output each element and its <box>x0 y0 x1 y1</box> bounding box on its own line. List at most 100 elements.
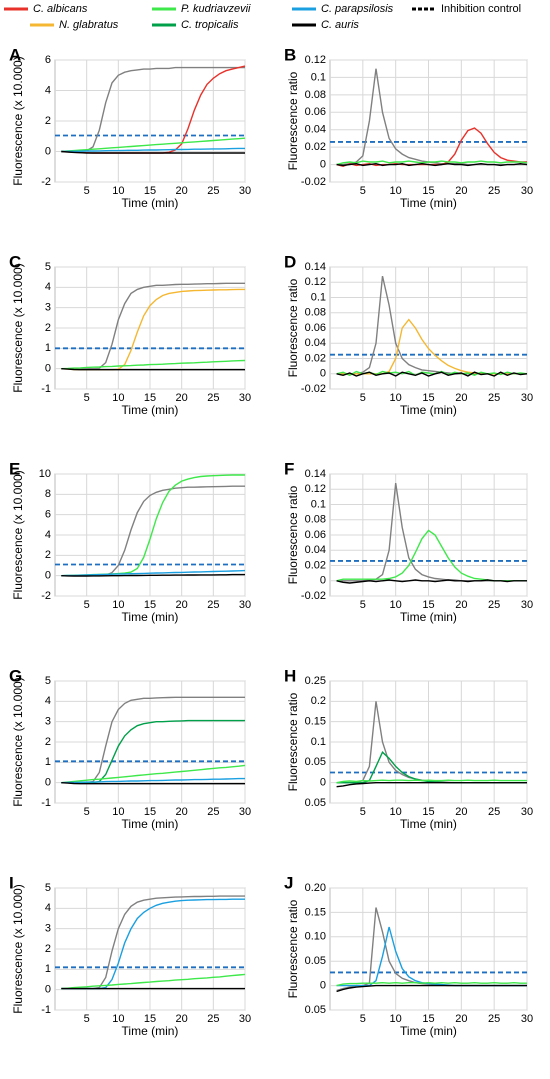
x-tick-label: 25 <box>488 806 500 818</box>
x-tick-label: 30 <box>521 392 533 404</box>
x-tick-label: 5 <box>84 806 90 818</box>
y-tick-label: 0.10 <box>305 931 326 943</box>
y-tick-label: -1 <box>41 383 51 395</box>
x-tick-label: 25 <box>207 599 219 611</box>
series-line <box>61 782 245 785</box>
series-line <box>336 984 527 993</box>
y-tick-label: 1 <box>45 342 51 354</box>
series-line <box>336 371 528 377</box>
legend-label: C. tropicalis <box>181 19 239 31</box>
y-tick-label: 0.06 <box>305 529 326 541</box>
x-tick-label: 15 <box>422 806 434 818</box>
x-tick-label: 25 <box>207 806 219 818</box>
x-tick-label: 20 <box>455 1013 467 1025</box>
y-tick-label: 0.04 <box>305 544 326 556</box>
x-tick-label: 15 <box>144 599 156 611</box>
x-tick-label: 5 <box>360 1013 366 1025</box>
panel-letter: G <box>9 666 22 685</box>
x-tick-label: 25 <box>207 185 219 197</box>
x-tick-label: 10 <box>112 599 124 611</box>
y-tick-label: 0 <box>45 570 51 582</box>
x-tick-label: 25 <box>488 392 500 404</box>
x-tick-label: 10 <box>390 599 402 611</box>
series-line <box>61 764 246 784</box>
x-tick-label: 5 <box>84 1013 90 1025</box>
y-tick-label: 0.04 <box>305 124 326 136</box>
legend-label: P. kudriavzevii <box>181 3 251 15</box>
y-tick-label: 0.2 <box>311 695 326 707</box>
y-tick-label: 0.08 <box>305 307 326 319</box>
legend-label: Inhibition control <box>441 3 521 15</box>
x-tick-label: 20 <box>455 392 467 404</box>
y-tick-label: 0 <box>45 363 51 375</box>
x-axis-label: Time (min) <box>400 196 457 210</box>
y-tick-label: 0 <box>45 145 51 157</box>
x-tick-label: 10 <box>390 392 402 404</box>
panel-letter: B <box>284 45 296 64</box>
x-tick-label: 5 <box>84 185 90 197</box>
series-line <box>61 569 246 577</box>
y-tick-label: 0.05 <box>305 797 326 809</box>
y-axis-label: Fluorescence ratio <box>286 278 300 377</box>
y-tick-label: 0.1 <box>311 71 326 83</box>
y-tick-label: 0.05 <box>305 955 326 967</box>
series-line <box>61 147 245 153</box>
y-tick-label: -2 <box>41 590 51 602</box>
y-tick-label: -0.02 <box>301 383 326 395</box>
y-tick-label: 2 <box>45 549 51 561</box>
panel-letter: J <box>284 873 293 892</box>
x-tick-label: 30 <box>239 599 251 611</box>
x-axis-label: Time (min) <box>122 1024 179 1038</box>
x-tick-label: 10 <box>112 392 124 404</box>
y-tick-label: 0.15 <box>305 906 326 918</box>
y-tick-label: 0 <box>45 777 51 789</box>
x-tick-label: 30 <box>521 185 533 197</box>
panel-letter: H <box>284 666 296 685</box>
y-tick-label: 0.1 <box>311 736 326 748</box>
y-tick-label: 10 <box>39 468 51 480</box>
y-tick-label: 4 <box>45 529 51 541</box>
y-tick-label: 0.06 <box>305 322 326 334</box>
y-axis-label: Fluorescence (x 10.000) <box>11 884 25 1013</box>
legend-label: C. parapsilosis <box>321 3 394 15</box>
x-tick-label: 30 <box>239 1013 251 1025</box>
x-axis-label: Time (min) <box>400 610 457 624</box>
legend-label: C. albicans <box>33 3 88 15</box>
y-tick-label: 5 <box>45 675 51 687</box>
y-tick-label: 0.25 <box>305 675 326 687</box>
x-tick-label: 30 <box>239 185 251 197</box>
series-line <box>61 150 245 154</box>
y-tick-label: -1 <box>41 797 51 809</box>
y-tick-label: 0.1 <box>311 498 326 510</box>
y-tick-label: 0.08 <box>305 514 326 526</box>
x-axis-label: Time (min) <box>122 817 179 831</box>
x-tick-label: 15 <box>144 1013 156 1025</box>
x-tick-label: 5 <box>360 806 366 818</box>
y-tick-label: 3 <box>45 923 51 935</box>
y-tick-label: 0 <box>320 980 326 992</box>
y-axis-label: Fluorescence (x 10.000) <box>11 263 25 392</box>
y-tick-label: 0 <box>320 368 326 380</box>
x-tick-label: 25 <box>207 392 219 404</box>
x-tick-label: 30 <box>521 1013 533 1025</box>
y-axis-label: Fluorescence ratio <box>286 71 300 170</box>
x-tick-label: 5 <box>360 599 366 611</box>
x-tick-label: 20 <box>455 806 467 818</box>
y-axis-label: Fluorescence (x 10.000) <box>11 470 25 599</box>
y-tick-label: 2 <box>45 115 51 127</box>
series-line <box>61 368 245 371</box>
y-tick-label: -0.02 <box>301 590 326 602</box>
x-tick-label: 15 <box>422 185 434 197</box>
x-tick-label: 20 <box>455 185 467 197</box>
panel-letter: F <box>284 459 294 478</box>
y-axis-label: Fluorescence ratio <box>286 899 300 998</box>
y-tick-label: 0.02 <box>305 559 326 571</box>
x-tick-label: 15 <box>422 599 434 611</box>
y-tick-label: 2 <box>45 736 51 748</box>
y-tick-label: 0.05 <box>305 1004 326 1016</box>
panel-letter: I <box>9 873 14 892</box>
y-tick-label: 0.1 <box>311 291 326 303</box>
series-line <box>61 359 246 370</box>
series-line <box>61 573 245 577</box>
